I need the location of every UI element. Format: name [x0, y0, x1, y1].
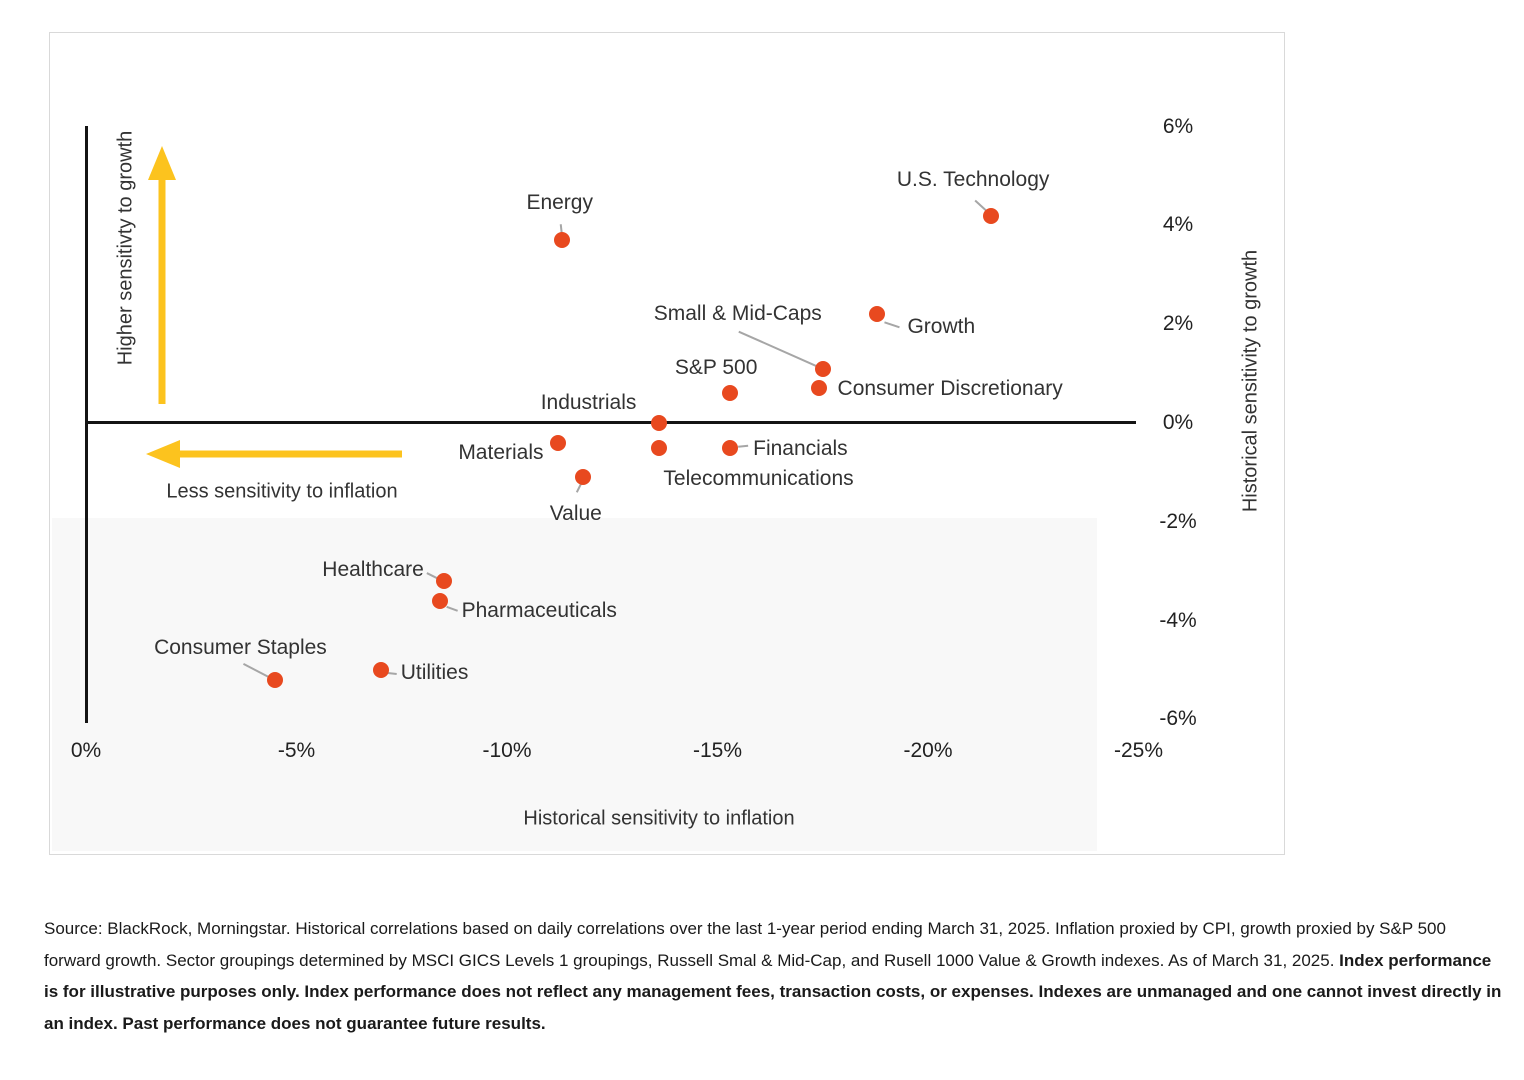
- point-s-p-500: [722, 385, 739, 402]
- point-label-pharmaceuticals: Pharmaceuticals: [461, 598, 617, 622]
- x-tick-20: -20%: [903, 739, 953, 762]
- source-disclaimer-text: Index performance is for illustrative pu…: [44, 950, 1502, 1033]
- leader-line-growth: [884, 321, 900, 329]
- point-healthcare: [435, 573, 452, 590]
- up-arrow-icon: [148, 146, 176, 404]
- point-value: [574, 469, 591, 486]
- y-tick-6: 6%: [1162, 114, 1194, 138]
- chart-decoration-layer: [146, 146, 988, 678]
- x-axis-title: Historical sensitivity to inflation: [523, 807, 795, 830]
- point-label-consumer-staples: Consumer Staples: [154, 635, 327, 659]
- leader-line-financials: [738, 444, 749, 448]
- point-growth: [869, 306, 886, 323]
- x-tick-10: -10%: [482, 739, 532, 762]
- point-consumer-staples: [267, 671, 284, 688]
- point-label-growth: Growth: [907, 315, 976, 339]
- x-tick-15: -15%: [692, 739, 743, 762]
- point-u-s-technology: [983, 207, 1000, 224]
- chart-panel: Higher sensitivty to growth Historical s…: [49, 32, 1285, 855]
- source-text: Source: BlackRock, Morningstar. Historic…: [44, 919, 1446, 970]
- source-paragraph: Source: BlackRock, Morningstar. Historic…: [44, 913, 1506, 1039]
- point-consumer-discretionary: [810, 380, 827, 397]
- point-label-materials: Materials: [458, 440, 544, 464]
- point-label-utilities: Utilities: [400, 661, 469, 684]
- point-label-telecommunications: Telecommunications: [663, 466, 854, 490]
- leader-line-consumer-staples: [242, 662, 269, 678]
- point-financials: [722, 439, 739, 456]
- point-small-mid-caps: [814, 360, 831, 377]
- leader-line-energy: [559, 224, 563, 234]
- y-tick-0: 0%: [1162, 411, 1194, 434]
- lower-quadrant-shading: [52, 518, 1097, 851]
- left-arrow-icon: [146, 440, 402, 468]
- left-axis-annotation: Higher sensitivty to growth: [114, 130, 137, 366]
- y-tick-4: 4%: [1162, 213, 1194, 237]
- point-label-u-s-technology: U.S. Technology: [896, 167, 1050, 191]
- point-utilities: [372, 662, 389, 678]
- up-arrow-head: [148, 146, 176, 180]
- y-tick-2: 2%: [1162, 312, 1194, 336]
- leader-line-small-mid-caps: [738, 330, 819, 368]
- point-label-small-mid-caps: Small & Mid-Caps: [653, 301, 822, 325]
- point-label-consumer-discretionary: Consumer Discretionary: [837, 377, 1063, 401]
- point-label-energy: Energy: [526, 191, 593, 215]
- left-arrow-head: [146, 440, 180, 468]
- y-axis-line: [85, 126, 88, 723]
- leader-line-pharmaceuticals: [446, 605, 458, 612]
- leader-line-utilities: [387, 672, 397, 675]
- point-label-healthcare: Healthcare: [322, 558, 424, 582]
- point-label-s-p-500: S&P 500: [674, 356, 758, 380]
- x-axis-line: [86, 421, 1136, 424]
- right-axis-title: Historical sensitivity to growth: [1239, 249, 1262, 513]
- less-inflation-annotation: Less sensitivity to inflation: [166, 480, 398, 503]
- y-tick-6: -6%: [1159, 707, 1197, 731]
- x-tick-0: 0%: [70, 739, 102, 762]
- y-tick-4: -4%: [1159, 608, 1197, 632]
- point-label-financials: Financials: [753, 436, 848, 460]
- point-materials: [549, 434, 566, 451]
- x-tick-25: -25%: [1113, 739, 1164, 762]
- point-energy: [553, 232, 570, 249]
- point-industrials: [650, 415, 667, 431]
- point-label-value: Value: [549, 502, 602, 526]
- point-label-industrials: Industrials: [540, 391, 637, 414]
- point-pharmaceuticals: [431, 592, 448, 609]
- x-tick-5: -5%: [277, 739, 316, 762]
- y-tick-2: -2%: [1159, 509, 1197, 533]
- point-telecommunications: [650, 439, 667, 456]
